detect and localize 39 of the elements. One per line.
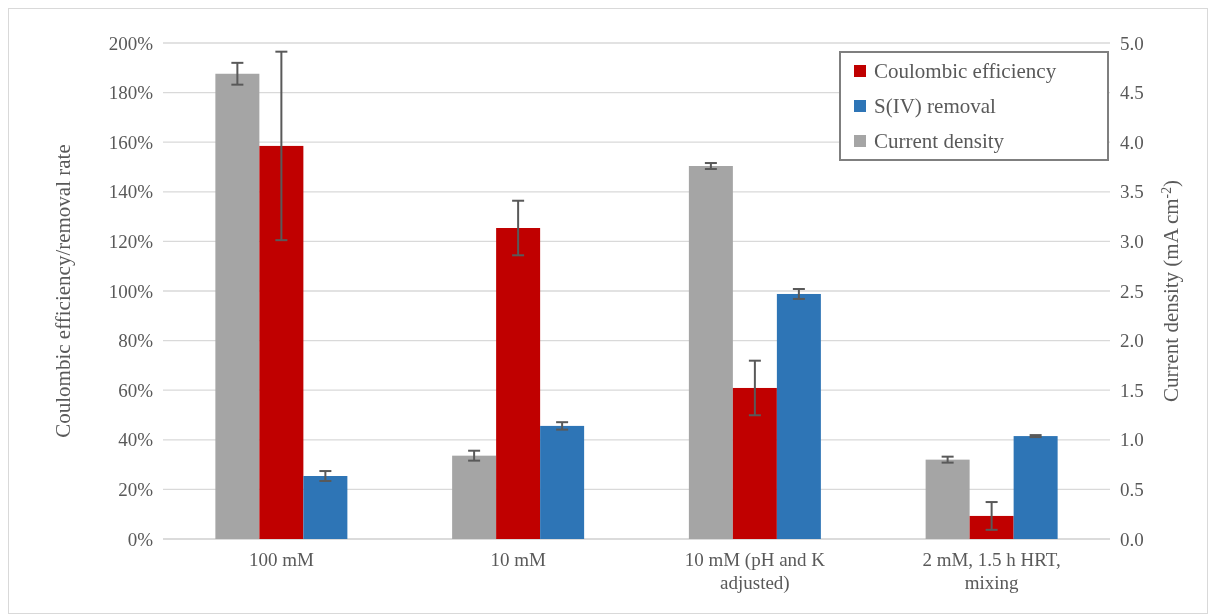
- bar: [776, 293, 821, 539]
- y2-tick-label: 4.5: [1120, 82, 1144, 104]
- y-tick-label: 60%: [118, 379, 154, 401]
- x-tick-label: 100 mM: [248, 549, 314, 570]
- y-tick-label: 0%: [127, 528, 154, 550]
- y2-tick-label: 0.0: [1120, 528, 1144, 550]
- y-axis-title: Coulombic efficiency/removal rate: [51, 144, 75, 438]
- y2-tick-label: 1.0: [1120, 429, 1144, 451]
- legend-label: S(IV) removal: [874, 94, 997, 119]
- y-tick-label: 80%: [118, 330, 154, 352]
- bar: [925, 459, 970, 539]
- y2-tick-label: 2.0: [1120, 330, 1144, 352]
- y-tick-label: 20%: [118, 479, 154, 501]
- y2-tick-label: 1.5: [1120, 379, 1144, 401]
- x-tick-label: 10 mM (pH and K adjusted): [684, 549, 826, 594]
- bar: [452, 455, 497, 539]
- y-tick-label: 200%: [108, 32, 154, 54]
- legend-label: Current density: [874, 129, 1005, 154]
- bar: [540, 425, 585, 539]
- y2-tick-label: 4.0: [1120, 131, 1144, 153]
- y2-tick-label: 3.5: [1120, 181, 1144, 203]
- y-tick-label: 160%: [108, 131, 154, 153]
- y2-tick-label: 0.5: [1120, 479, 1144, 501]
- y-tick-label: 140%: [108, 181, 154, 203]
- y-tick-label: 120%: [108, 231, 154, 253]
- legend-label: Coulombic efficiency: [874, 59, 1057, 84]
- bar: [688, 166, 733, 539]
- y2-tick-label: 5.0: [1120, 32, 1144, 54]
- x-tick-label: 10 mM: [490, 549, 546, 570]
- bar: [303, 476, 348, 539]
- bar: [496, 228, 541, 539]
- bar: [969, 515, 1014, 539]
- x-tick-label: 2 mM, 1.5 h HRT, mixing: [922, 549, 1061, 593]
- y2-tick-label: 3.0: [1120, 231, 1144, 253]
- y2-tick-label: 2.5: [1120, 280, 1144, 302]
- y-tick-label: 40%: [118, 429, 154, 451]
- y-tick-label: 100%: [108, 280, 154, 302]
- y-tick-label: 180%: [108, 82, 154, 104]
- bar: [1013, 436, 1058, 539]
